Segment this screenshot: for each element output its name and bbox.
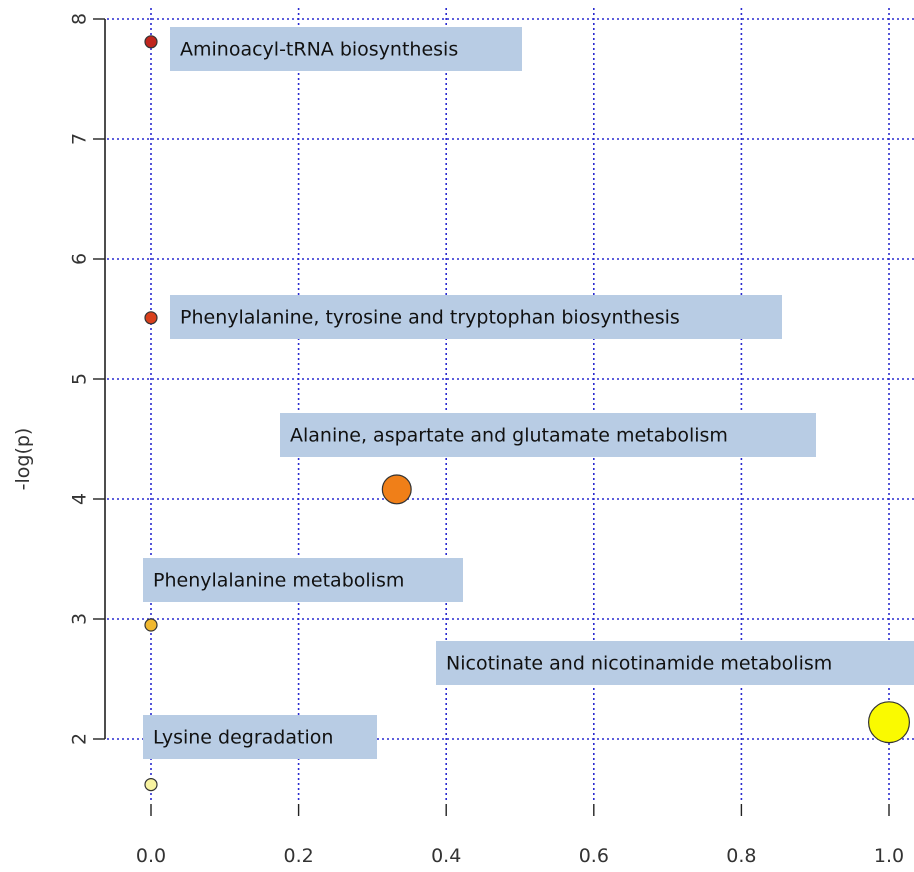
point-label-box [280, 413, 816, 457]
point-label: Phenylalanine metabolism [153, 570, 404, 592]
point-label-box [436, 641, 914, 685]
data-point [381, 474, 412, 505]
axis-layer: 2 3 4 5 6 7 8 0.0 0.2 0.4 0.6 0.8 1.0 [69, 13, 904, 867]
data-point [867, 701, 910, 744]
y-tick-label: 7 [69, 133, 91, 145]
y-tick-label: 4 [69, 493, 91, 505]
point-label: Aminoacyl-tRNA biosynthesis [180, 39, 458, 61]
y-tick-label: 8 [69, 13, 91, 25]
point-label-box [143, 715, 377, 759]
point-label-box [143, 558, 463, 602]
data-point [144, 618, 158, 632]
x-tick-label: 0.0 [136, 845, 166, 867]
x-tick-label: 0.4 [431, 845, 461, 867]
y-axis-label: -log(p) [12, 428, 34, 491]
point-label-box [170, 27, 522, 71]
x-tick-label: 0.6 [579, 845, 609, 867]
point-layer [144, 35, 910, 792]
data-point [144, 35, 158, 49]
y-tick-label: 5 [69, 373, 91, 385]
data-point [144, 777, 158, 792]
data-point [144, 311, 158, 325]
y-tick-label: 3 [69, 613, 91, 625]
point-label-box [170, 295, 782, 339]
y-tick-label: 6 [69, 253, 91, 265]
point-label: Nicotinate and nicotinamide metabolism [446, 653, 832, 675]
x-tick-label: 0.2 [283, 845, 313, 867]
point-label: Phenylalanine, tyrosine and tryptophan b… [180, 307, 680, 329]
grid-layer [107, 8, 914, 800]
point-label: Alanine, aspartate and glutamate metabol… [290, 425, 728, 447]
point-label: Lysine degradation [153, 727, 333, 749]
x-tick-label: 1.0 [874, 845, 904, 867]
annotation-layer: Aminoacyl-tRNA biosynthesis Phenylalanine… [143, 27, 914, 759]
x-tick-label: 0.8 [726, 845, 756, 867]
y-tick-label: 2 [69, 733, 91, 745]
